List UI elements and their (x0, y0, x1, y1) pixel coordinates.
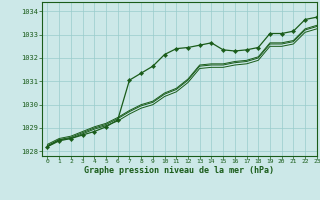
X-axis label: Graphe pression niveau de la mer (hPa): Graphe pression niveau de la mer (hPa) (84, 166, 274, 175)
